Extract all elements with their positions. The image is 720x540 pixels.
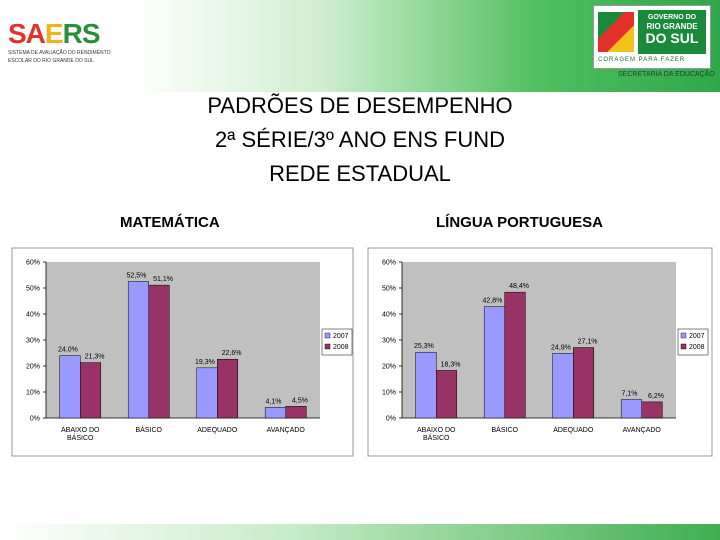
math-legend-swatch bbox=[324, 343, 331, 350]
math-data-label: 24,0% bbox=[58, 347, 78, 354]
port-category-label: ADEQUADO bbox=[553, 427, 594, 434]
math-y-tick-label: 30% bbox=[26, 338, 40, 345]
government-logo: GOVERNO DO RIO GRANDE DO SUL CORAGEM PAR… bbox=[593, 5, 711, 69]
math-y-tick-label: 50% bbox=[26, 286, 40, 293]
math-y-tick-label: 0% bbox=[30, 416, 40, 423]
math-bar bbox=[285, 406, 307, 419]
math-bar bbox=[80, 362, 102, 419]
port-data-label: 24,9% bbox=[551, 344, 571, 351]
math-category-label: BÁSICO bbox=[67, 433, 94, 442]
math-bar bbox=[217, 358, 239, 419]
port-bar bbox=[436, 370, 458, 419]
math-bar bbox=[127, 281, 149, 419]
port-category-label: AVANÇADO bbox=[623, 427, 662, 434]
gov-line2: RIO GRANDE bbox=[646, 22, 698, 31]
gov-line3: DO SUL bbox=[645, 30, 699, 46]
math-bar bbox=[59, 355, 81, 419]
math-legend-swatch bbox=[324, 332, 331, 339]
saers-subtitle-1: SISTEMA DE AVALIAÇÃO DO RENDIMENTO bbox=[8, 50, 111, 56]
page-title-line1: PADRÕES DE DESEMPENHO bbox=[207, 93, 513, 118]
port-bar bbox=[483, 306, 506, 419]
secretaria-label: SECRETARIA DA EDUCAÇÃO bbox=[618, 71, 715, 78]
math-legend-label: 2007 bbox=[333, 333, 349, 340]
port-bar bbox=[573, 347, 595, 419]
port-y-tick-label: 40% bbox=[382, 312, 396, 319]
port-legend-label: 2008 bbox=[689, 344, 705, 351]
port-y-tick-label: 20% bbox=[382, 364, 396, 371]
math-bar bbox=[196, 367, 218, 419]
footer-band bbox=[0, 524, 720, 540]
math-legend-label: 2008 bbox=[333, 344, 349, 351]
port-data-label: 25,3% bbox=[414, 343, 434, 350]
page-title-line3: REDE ESTADUAL bbox=[269, 161, 451, 186]
port-legend-label: 2007 bbox=[689, 333, 705, 340]
math-data-label: 51,1% bbox=[153, 276, 173, 283]
math-data-label: 4,1% bbox=[265, 398, 281, 405]
math-y-tick-label: 10% bbox=[26, 390, 40, 397]
math-category-label: BÁSICO bbox=[136, 425, 163, 434]
math-data-label: 21,3% bbox=[85, 354, 105, 361]
saers-logo-part2: E bbox=[44, 18, 64, 49]
subject-label-math: MATEMÁTICA bbox=[120, 214, 220, 231]
port-bar bbox=[504, 291, 526, 419]
port-bar bbox=[552, 353, 574, 419]
port-y-tick-label: 60% bbox=[382, 260, 396, 267]
saers-subtitle-2: ESCOLAR DO RIO GRANDE DO SUL bbox=[8, 58, 94, 64]
math-bar bbox=[148, 284, 170, 419]
port-legend-swatch bbox=[680, 343, 687, 350]
port-y-tick-label: 10% bbox=[382, 390, 396, 397]
government-logo-text: GOVERNO DO RIO GRANDE DO SUL bbox=[638, 10, 706, 54]
flag-icon bbox=[598, 12, 634, 52]
port-data-label: 48,4% bbox=[509, 283, 529, 290]
math-data-label: 4,5% bbox=[292, 397, 308, 404]
math-data-label: 22,6% bbox=[222, 350, 242, 357]
math-data-label: 19,3% bbox=[195, 359, 215, 366]
subject-label-portuguese: LÍNGUA PORTUGUESA bbox=[436, 214, 603, 231]
math-category-label: AVANÇADO bbox=[267, 427, 306, 434]
port-bar bbox=[641, 401, 663, 419]
port-category-label: ABAIXO DO bbox=[417, 427, 456, 434]
port-data-label: 42,8% bbox=[483, 298, 503, 305]
gov-slogan: CORAGEM PARA FAZER bbox=[598, 57, 686, 63]
math-bar bbox=[264, 407, 287, 419]
port-legend-swatch bbox=[680, 332, 687, 339]
port-y-tick-label: 50% bbox=[382, 286, 396, 293]
port-bar bbox=[415, 351, 437, 419]
math-y-tick-label: 20% bbox=[26, 364, 40, 371]
saers-logo: SAERS SISTEMA DE AVALIAÇÃO DO RENDIMENTO… bbox=[8, 20, 120, 68]
math-y-tick-label: 60% bbox=[26, 260, 40, 267]
math-category-label: ABAIXO DO bbox=[61, 427, 100, 434]
math-y-tick-label: 40% bbox=[26, 312, 40, 319]
port-bar bbox=[620, 399, 643, 419]
port-category-label: BÁSICO bbox=[423, 433, 450, 442]
port-data-label: 27,1% bbox=[578, 339, 598, 346]
saers-logo-part3: RS bbox=[62, 18, 101, 49]
gov-line1: GOVERNO DO bbox=[647, 14, 697, 21]
port-data-label: 18,3% bbox=[441, 361, 461, 368]
port-y-tick-label: 0% bbox=[386, 416, 396, 423]
page-title-line2: 2ª SÉRIE/3º ANO ENS FUND bbox=[214, 127, 506, 152]
math-data-label: 52,5% bbox=[127, 273, 147, 280]
port-data-label: 6,2% bbox=[648, 393, 664, 400]
saers-logo-part1: SA bbox=[8, 18, 46, 49]
math-category-label: ADEQUADO bbox=[197, 427, 238, 434]
port-category-label: BÁSICO bbox=[492, 425, 519, 434]
port-y-tick-label: 30% bbox=[382, 338, 396, 345]
port-data-label: 7,1% bbox=[621, 391, 637, 398]
